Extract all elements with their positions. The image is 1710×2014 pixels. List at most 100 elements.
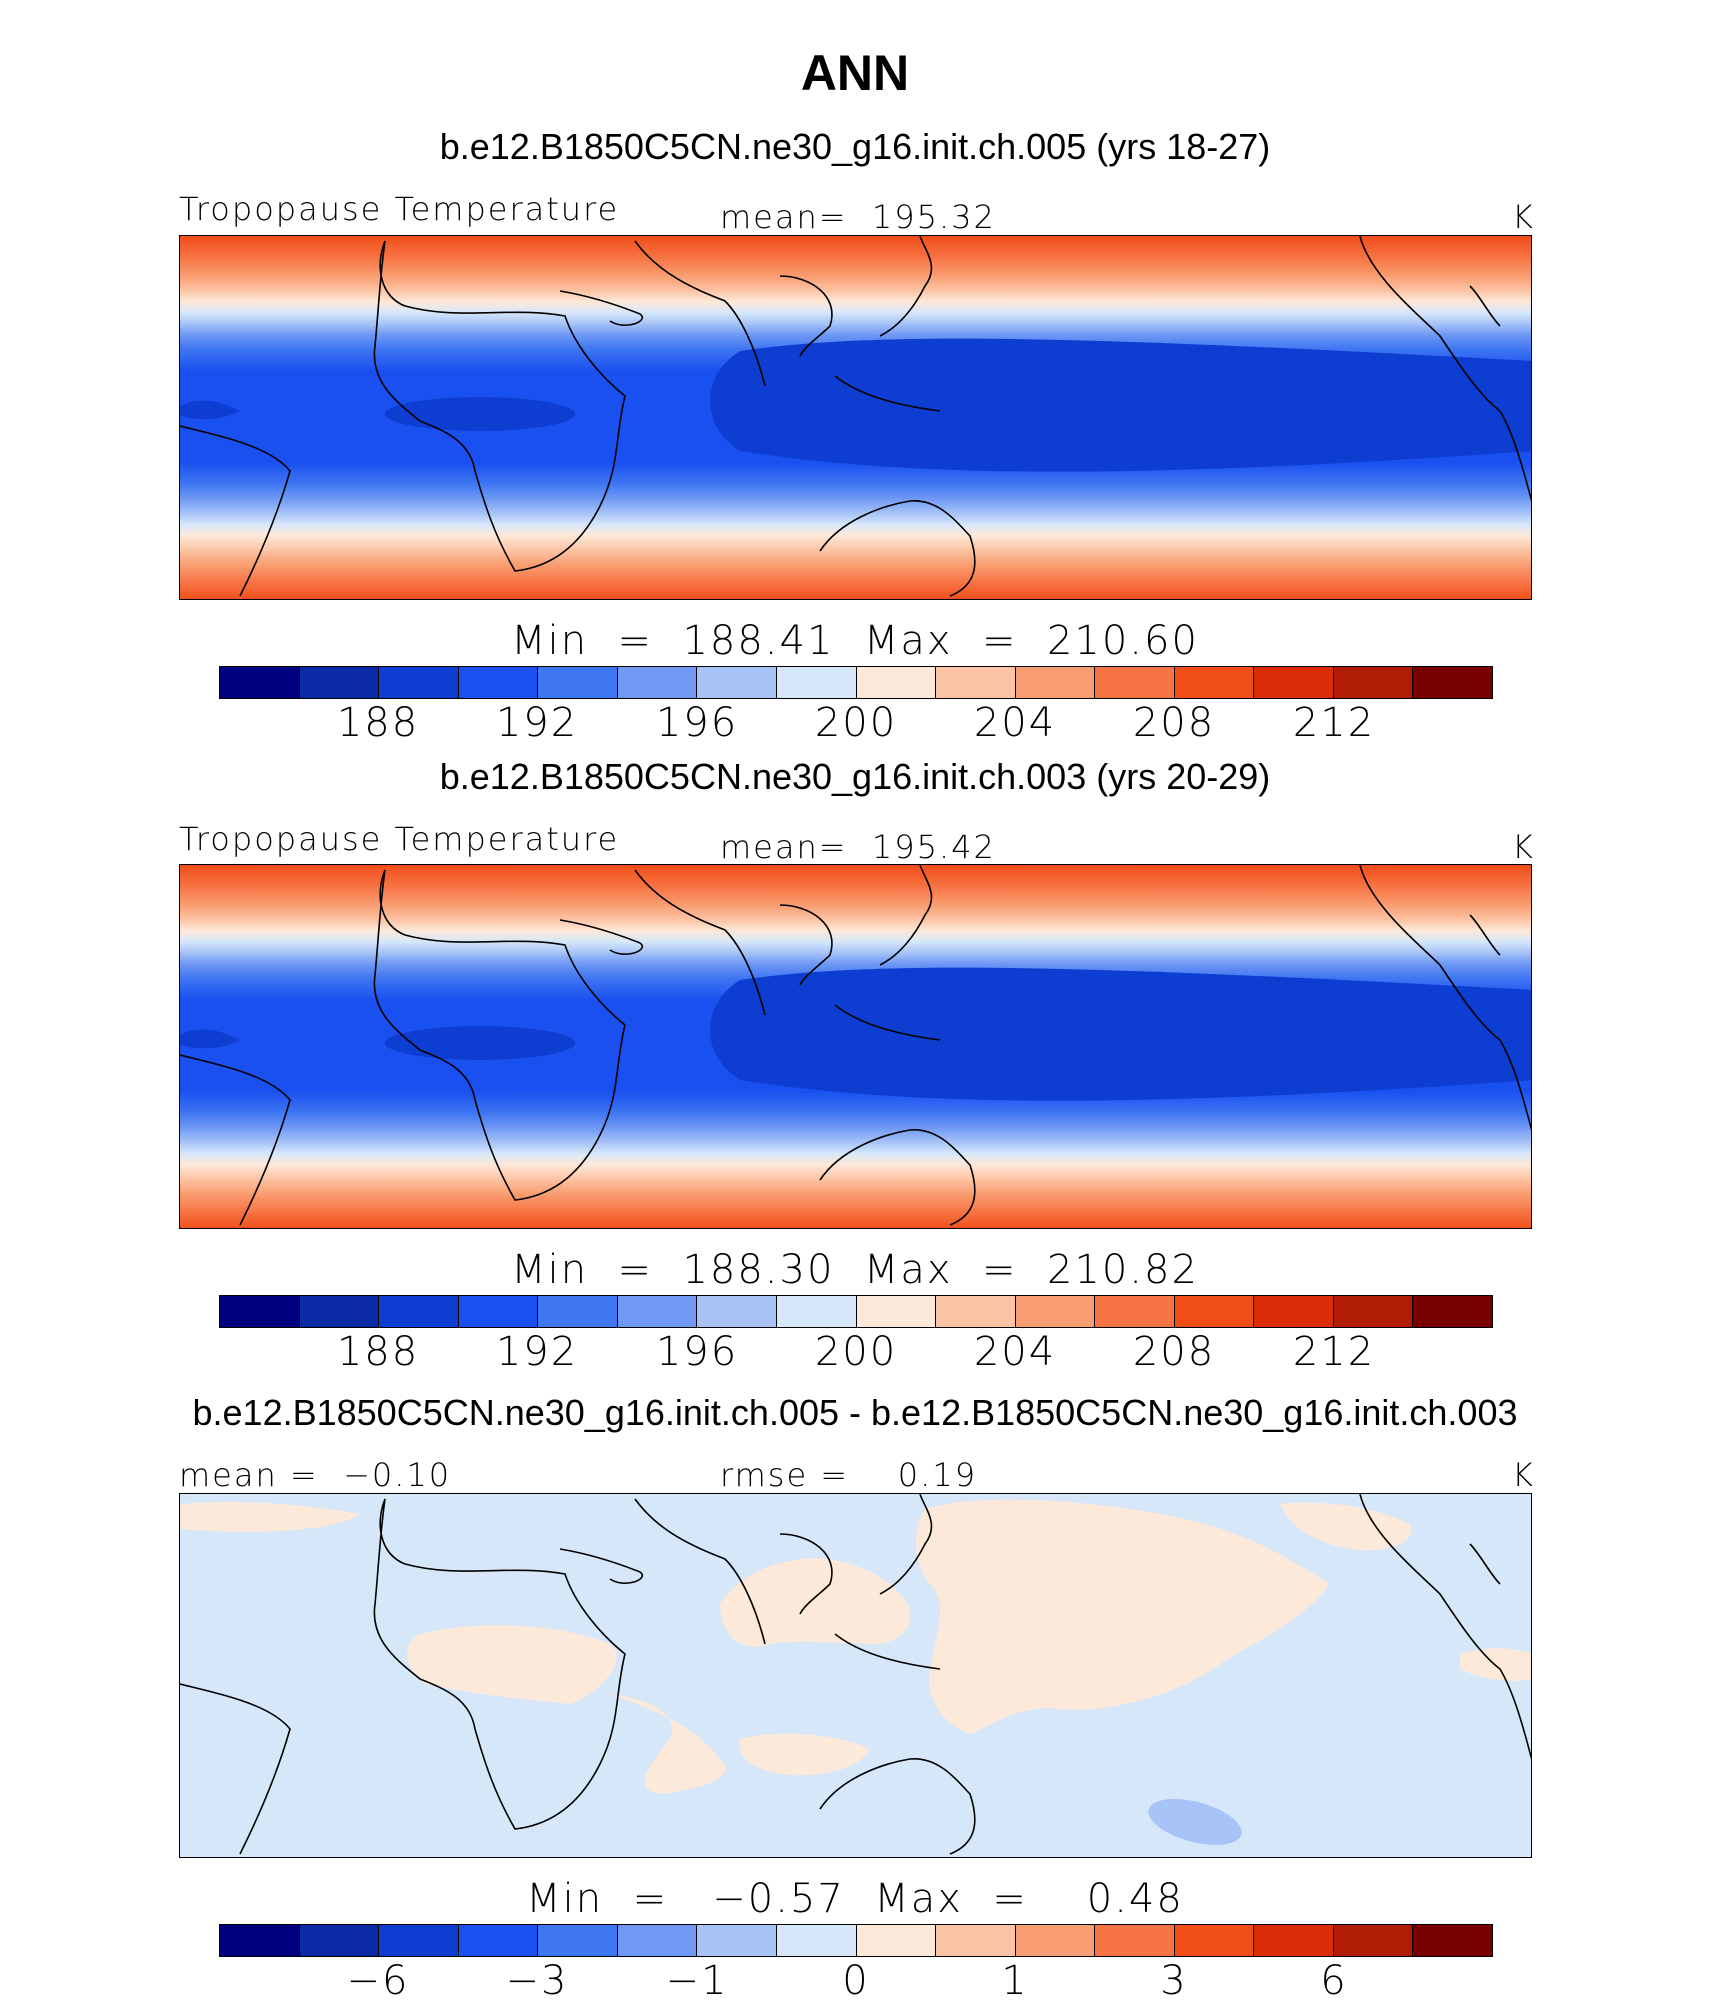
panel-3-cbar-cell	[856, 1925, 937, 1956]
panel-1-cbar-cell	[856, 667, 937, 698]
panel-3-units: K	[1512, 1456, 1535, 1494]
panel-3-cbar-cell	[1174, 1925, 1255, 1956]
panel-3-cbar-cell	[1413, 1925, 1492, 1956]
panel-2-cbar-cell	[776, 1296, 857, 1327]
panel-3-rmse-label: rmse = 0.19	[720, 1456, 978, 1494]
panel-1-cbar-cell	[220, 667, 300, 698]
panel-1-min-label: Min	[511, 618, 589, 664]
panel-1-cbar-tick: 188	[336, 700, 420, 746]
panel-3-cbar-cell	[538, 1925, 618, 1956]
panel-3-colorbar	[219, 1924, 1493, 1957]
panel-2-cbar-cell	[220, 1296, 300, 1327]
panel-2-cbar-tick: 208	[1132, 1329, 1216, 1375]
panel-1-max-value: 210.60	[1046, 618, 1199, 664]
panel-2-cbar-tick: 212	[1292, 1329, 1376, 1375]
panel-2-cbar-cell	[1413, 1296, 1492, 1327]
panel-3-min-label: Min	[526, 1876, 604, 1922]
panel-2-cbar-cell	[1015, 1296, 1096, 1327]
panel-3-cbar-cell	[1015, 1925, 1096, 1956]
panel-2-mean-label: mean= 195.42	[720, 828, 996, 866]
panel-3-cbar-cell	[379, 1925, 459, 1956]
panel-3-cbar-tick: −6	[346, 1958, 410, 2004]
panel-2-minmax: Min = 188.30 Max = 210.82	[511, 1247, 1199, 1293]
panel-3-cbar-tick: −3	[505, 1958, 569, 2004]
panel-2-cbar-cell	[379, 1296, 459, 1327]
panel-2-cbar-cell	[936, 1296, 1016, 1327]
panel-2-units: K	[1512, 828, 1535, 866]
panel-1-cbar-cell	[1174, 667, 1255, 698]
panel-3-title: b.e12.B1850C5CN.ne30_g16.init.ch.005 - b…	[192, 1392, 1518, 1433]
panel-2-cbar-cell	[1333, 1296, 1414, 1327]
panel-1-cbar-cell	[776, 667, 857, 698]
panel-1-cbar-tick: 208	[1132, 700, 1216, 746]
panel-3-cbar-cell	[936, 1925, 1016, 1956]
panel-2-colorbar	[219, 1295, 1493, 1328]
panel-1-cbar-tick: 212	[1292, 700, 1376, 746]
panel-2-cbar-cell	[617, 1296, 698, 1327]
panel-3-max-label: Max	[874, 1876, 963, 1922]
panel-2-cbar-cell	[1174, 1296, 1255, 1327]
panel-2-field	[180, 865, 1531, 1228]
panel-2-cbar-cell	[458, 1296, 539, 1327]
panel-3-max-value: 0.48	[1086, 1876, 1184, 1922]
panel-2-cbar-tick: 196	[655, 1329, 739, 1375]
panel-3-cbar-tick: 3	[1160, 1958, 1188, 2004]
panel-3-cbar-tick: 1	[1001, 1958, 1029, 2004]
panel-1-variable-label: Tropopause Temperature	[179, 190, 620, 228]
panel-2-cbar-cell	[299, 1296, 380, 1327]
panel-3-cbar-cell	[220, 1925, 300, 1956]
panel-2-title: b.e12.B1850C5CN.ne30_g16.init.ch.003 (yr…	[439, 756, 1271, 797]
panel-2-cbar-tick: 188	[336, 1329, 420, 1375]
panel-2-cbar-tick: 200	[814, 1329, 898, 1375]
panel-1-cbar-tick: 204	[973, 700, 1057, 746]
panel-2-variable-label: Tropopause Temperature	[179, 820, 620, 858]
panel-1-cbar-cell	[1413, 667, 1492, 698]
panel-2-min-label: Min	[511, 1247, 589, 1293]
panel-3-map	[179, 1493, 1532, 1858]
panel-1-cbar-cell	[379, 667, 459, 698]
panel-1-minmax: Min = 188.41 Max = 210.60	[511, 618, 1199, 664]
panel-1-min-value: 188.41	[682, 618, 835, 664]
panel-1-cbar-tick: 192	[495, 700, 579, 746]
panel-1-units: K	[1512, 198, 1535, 236]
panel-1-cbar-cell	[936, 667, 1016, 698]
panel-1-cbar-cell	[538, 667, 618, 698]
panel-1-max-label: Max	[863, 618, 953, 664]
panel-1-mean-label: mean= 195.32	[720, 198, 996, 236]
figure-title: ANN	[800, 45, 910, 101]
panel-3-cbar-cell	[776, 1925, 857, 1956]
panel-2-min-value: 188.30	[682, 1247, 835, 1293]
panel-1-cbar-tick: 196	[655, 700, 739, 746]
panel-1-cbar-cell	[617, 667, 698, 698]
panel-1-cbar-cell	[1254, 667, 1334, 698]
panel-3-cbar-tick: 6	[1320, 1958, 1348, 2004]
panel-3-cbar-cell	[617, 1925, 698, 1956]
panel-2-cbar-tick: 204	[973, 1329, 1057, 1375]
panel-1-cbar-cell	[299, 667, 380, 698]
panel-1-cbar-cell	[1015, 667, 1096, 698]
panel-3-cbar-cell	[1254, 1925, 1334, 1956]
panel-3-cbar-tick: 0	[842, 1958, 870, 2004]
panel-2-max-value: 210.82	[1046, 1247, 1199, 1293]
panel-3-field	[180, 1494, 1531, 1857]
panel-2-max-label: Max	[863, 1247, 953, 1293]
panel-3-cbar-cell	[299, 1925, 380, 1956]
panel-1-colorbar	[219, 666, 1493, 699]
panel-1-cbar-cell	[1333, 667, 1414, 698]
panel-3-mean-label: mean = −0.10	[179, 1456, 452, 1494]
panel-3-cbar-tick: −1	[665, 1958, 729, 2004]
panel-3-cbar-cell	[1095, 1925, 1175, 1956]
panel-3-cbar-cell	[1333, 1925, 1414, 1956]
panel-3-cbar-cell	[458, 1925, 539, 1956]
panel-2-cbar-cell	[697, 1296, 777, 1327]
panel-1-cbar-cell	[697, 667, 777, 698]
panel-3-minmax: Min = −0.57 Max = 0.48	[526, 1876, 1184, 1922]
panel-2-cbar-cell	[1095, 1296, 1175, 1327]
panel-1-cbar-tick: 200	[814, 700, 898, 746]
panel-1-cbar-cell	[1095, 667, 1175, 698]
panel-2-cbar-tick: 192	[495, 1329, 579, 1375]
panel-2-cbar-cell	[856, 1296, 937, 1327]
panel-2-cbar-cell	[538, 1296, 618, 1327]
panel-1-title: b.e12.B1850C5CN.ne30_g16.init.ch.005 (yr…	[439, 126, 1271, 167]
panel-1-field	[180, 236, 1531, 599]
